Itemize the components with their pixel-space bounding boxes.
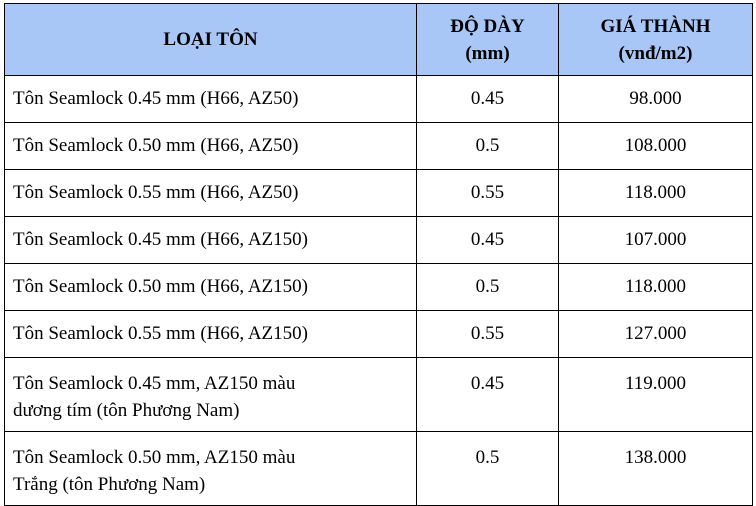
cell-price: 107.000 (558, 216, 753, 264)
cell-type: Tôn Seamlock 0.45 mm, AZ150 màu dương tí… (4, 357, 417, 432)
table-row: Tôn Seamlock 0.55 mm (H66, AZ150) 0.55 1… (4, 310, 753, 358)
cell-type-line1: Tôn Seamlock 0.45 mm, AZ150 màu (13, 373, 296, 394)
cell-price: 119.000 (558, 357, 753, 432)
cell-price: 127.000 (558, 310, 753, 358)
cell-type-line2: Trắng (tôn Phương Nam) (13, 474, 206, 495)
cell-type: Tôn Seamlock 0.50 mm, AZ150 màu Trắng (t… (4, 431, 417, 506)
cell-type: Tôn Seamlock 0.55 mm (H66, AZ50) (4, 169, 417, 217)
table-row: Tôn Seamlock 0.50 mm (H66, AZ50) 0.5 108… (4, 122, 753, 170)
cell-thickness: 0.5 (416, 431, 559, 506)
header-type: LOẠI TÔN (4, 3, 417, 76)
table-row: Tôn Seamlock 0.50 mm (H66, AZ150) 0.5 11… (4, 263, 753, 311)
header-type-label: LOẠI TÔN (163, 29, 258, 50)
cell-price: 118.000 (558, 263, 753, 311)
cell-price: 118.000 (558, 169, 753, 217)
table-row: Tôn Seamlock 0.45 mm (H66, AZ150) 0.45 1… (4, 216, 753, 264)
table-header-row: LOẠI TÔN ĐỘ DÀY (mm) GIÁ THÀNH (vnđ/m2) (4, 3, 753, 76)
cell-type: Tôn Seamlock 0.45 mm (H66, AZ50) (4, 75, 417, 123)
header-price: GIÁ THÀNH (vnđ/m2) (558, 3, 753, 76)
cell-thickness: 0.45 (416, 216, 559, 264)
cell-type: Tôn Seamlock 0.45 mm (H66, AZ150) (4, 216, 417, 264)
cell-thickness: 0.5 (416, 263, 559, 311)
table-row: Tôn Seamlock 0.55 mm (H66, AZ50) 0.55 11… (4, 169, 753, 217)
cell-type: Tôn Seamlock 0.50 mm (H66, AZ50) (4, 122, 417, 170)
cell-thickness: 0.55 (416, 169, 559, 217)
cell-price: 108.000 (558, 122, 753, 170)
price-table: LOẠI TÔN ĐỘ DÀY (mm) GIÁ THÀNH (vnđ/m2) … (4, 3, 753, 506)
cell-price: 138.000 (558, 431, 753, 506)
header-price-label: GIÁ THÀNH (600, 15, 711, 37)
table-row: Tôn Seamlock 0.45 mm (H66, AZ50) 0.45 98… (4, 75, 753, 123)
cell-thickness: 0.55 (416, 310, 559, 358)
cell-type-line2: dương tím (tôn Phương Nam) (13, 400, 240, 421)
cell-price: 98.000 (558, 75, 753, 123)
cell-thickness: 0.5 (416, 122, 559, 170)
table-row: Tôn Seamlock 0.50 mm, AZ150 màu Trắng (t… (4, 431, 753, 506)
header-thickness: ĐỘ DÀY (mm) (416, 3, 559, 76)
cell-type-line1: Tôn Seamlock 0.50 mm, AZ150 màu (13, 447, 296, 468)
cell-type: Tôn Seamlock 0.55 mm (H66, AZ150) (4, 310, 417, 358)
cell-thickness: 0.45 (416, 75, 559, 123)
cell-thickness: 0.45 (416, 357, 559, 432)
table-row: Tôn Seamlock 0.45 mm, AZ150 màu dương tí… (4, 357, 753, 432)
header-thickness-unit: (mm) (465, 42, 510, 64)
cell-type: Tôn Seamlock 0.50 mm (H66, AZ150) (4, 263, 417, 311)
header-price-unit: (vnđ/m2) (618, 42, 693, 64)
header-thickness-label: ĐỘ DÀY (450, 15, 525, 37)
